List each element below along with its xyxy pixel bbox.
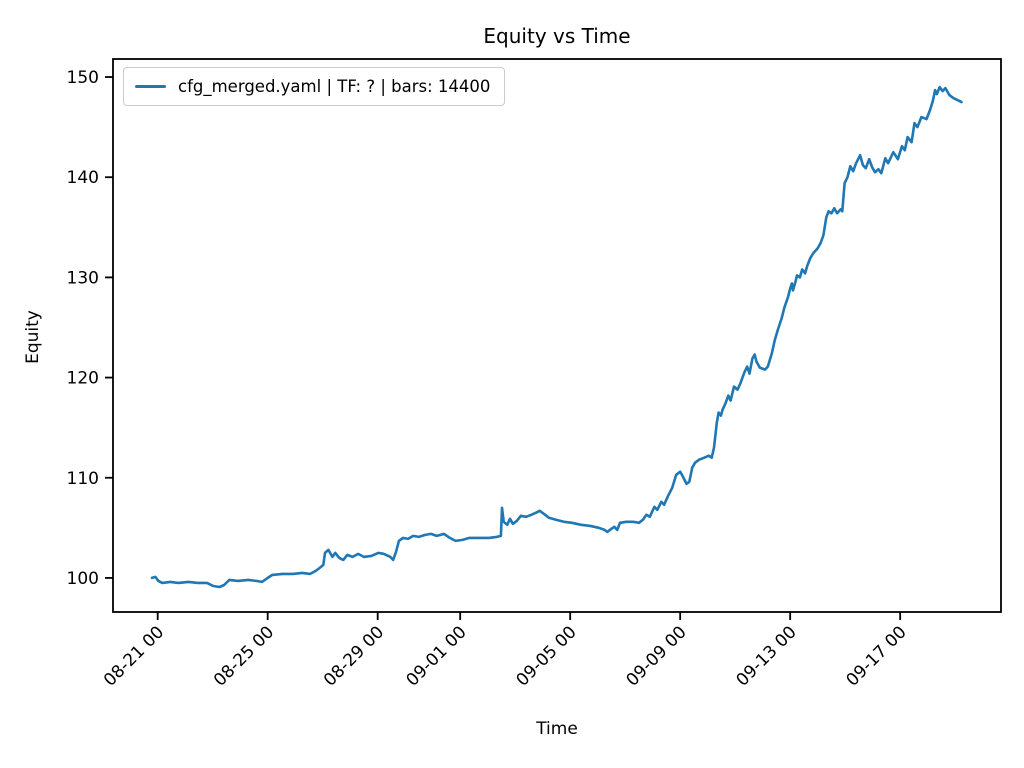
x-axis-label: Time [536,719,578,739]
x-tick-label: 09-01 00 [403,622,471,690]
equity-line [150,85,963,589]
legend-line-sample-icon [135,85,166,88]
y-tick-label: 150 [67,68,99,88]
x-tick-label: 08-21 00 [100,622,168,690]
x-tick-label: 08-29 00 [320,622,388,690]
x-tick-label: 08-25 00 [210,622,278,690]
y-tick-label: 120 [67,369,99,389]
y-axis-label: Equity [23,310,43,364]
y-tick-label: 140 [67,168,99,188]
axes-frame [112,58,1002,613]
y-tick-label: 130 [67,268,99,288]
legend-entry-label: cfg_merged.yaml | TF: ? | bars: 14400 [178,77,491,96]
chart-title: Equity vs Time [483,24,631,48]
x-tick-label: 09-13 00 [733,622,801,690]
legend: cfg_merged.yaml | TF: ? | bars: 14400 [123,67,506,106]
x-tick-label: 09-05 00 [513,622,581,690]
y-tick-label: 110 [67,469,99,489]
x-tick-label: 09-09 00 [623,622,691,690]
y-tick-label: 100 [67,569,99,589]
x-tick-label: 09-17 00 [843,622,911,690]
